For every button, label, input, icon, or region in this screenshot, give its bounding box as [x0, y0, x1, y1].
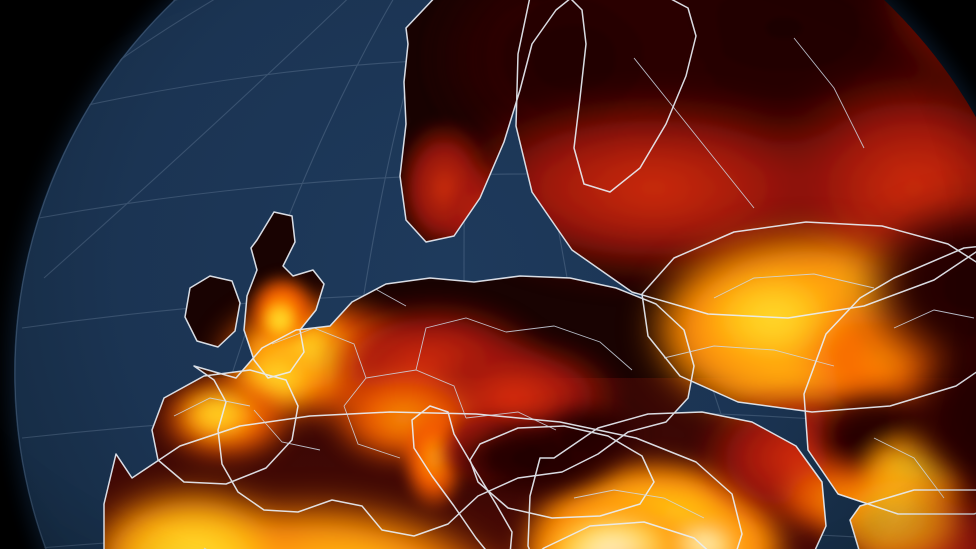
globe-sphere	[14, 0, 976, 549]
land-heat-layer	[14, 0, 976, 549]
